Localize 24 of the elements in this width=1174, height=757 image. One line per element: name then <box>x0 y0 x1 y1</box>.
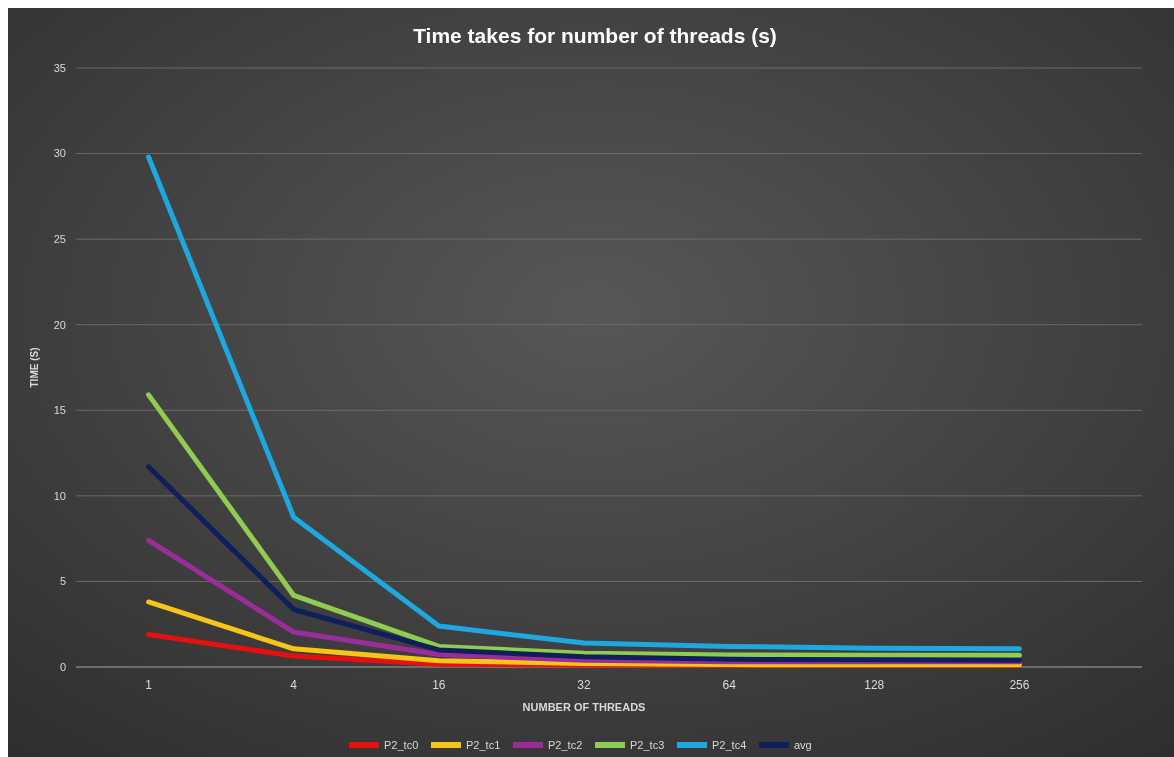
legend-label: P2_tc0 <box>384 738 419 751</box>
y-tick-label: 0 <box>59 660 66 673</box>
y-tick-label: 20 <box>53 318 66 331</box>
x-tick-label: 256 <box>1009 678 1030 692</box>
y-tick-label: 35 <box>53 61 66 74</box>
legend-label: P2_tc1 <box>466 738 501 751</box>
legend-label: P2_tc3 <box>630 738 665 751</box>
x-axis-title: NUMBER OF THREADS <box>522 701 646 713</box>
chart-title: Time takes for number of threads (s) <box>413 24 777 47</box>
y-tick-label: 10 <box>53 489 66 502</box>
y-tick-label: 30 <box>53 147 66 160</box>
y-axis-title: TIME (S) <box>29 347 40 388</box>
x-tick-label: 128 <box>864 678 885 692</box>
x-tick-label: 1 <box>145 678 153 692</box>
x-tick-label: 4 <box>290 678 298 692</box>
y-tick-label: 5 <box>59 575 66 588</box>
legend-label: P2_tc4 <box>712 738 747 751</box>
legend-label: P2_tc2 <box>548 738 583 751</box>
y-tick-label: 25 <box>53 232 66 245</box>
x-tick-label: 32 <box>577 678 591 692</box>
x-tick-label: 16 <box>432 678 446 692</box>
y-tick-label: 15 <box>53 404 66 417</box>
legend-label: avg <box>794 738 812 751</box>
x-tick-label: 64 <box>722 678 737 692</box>
